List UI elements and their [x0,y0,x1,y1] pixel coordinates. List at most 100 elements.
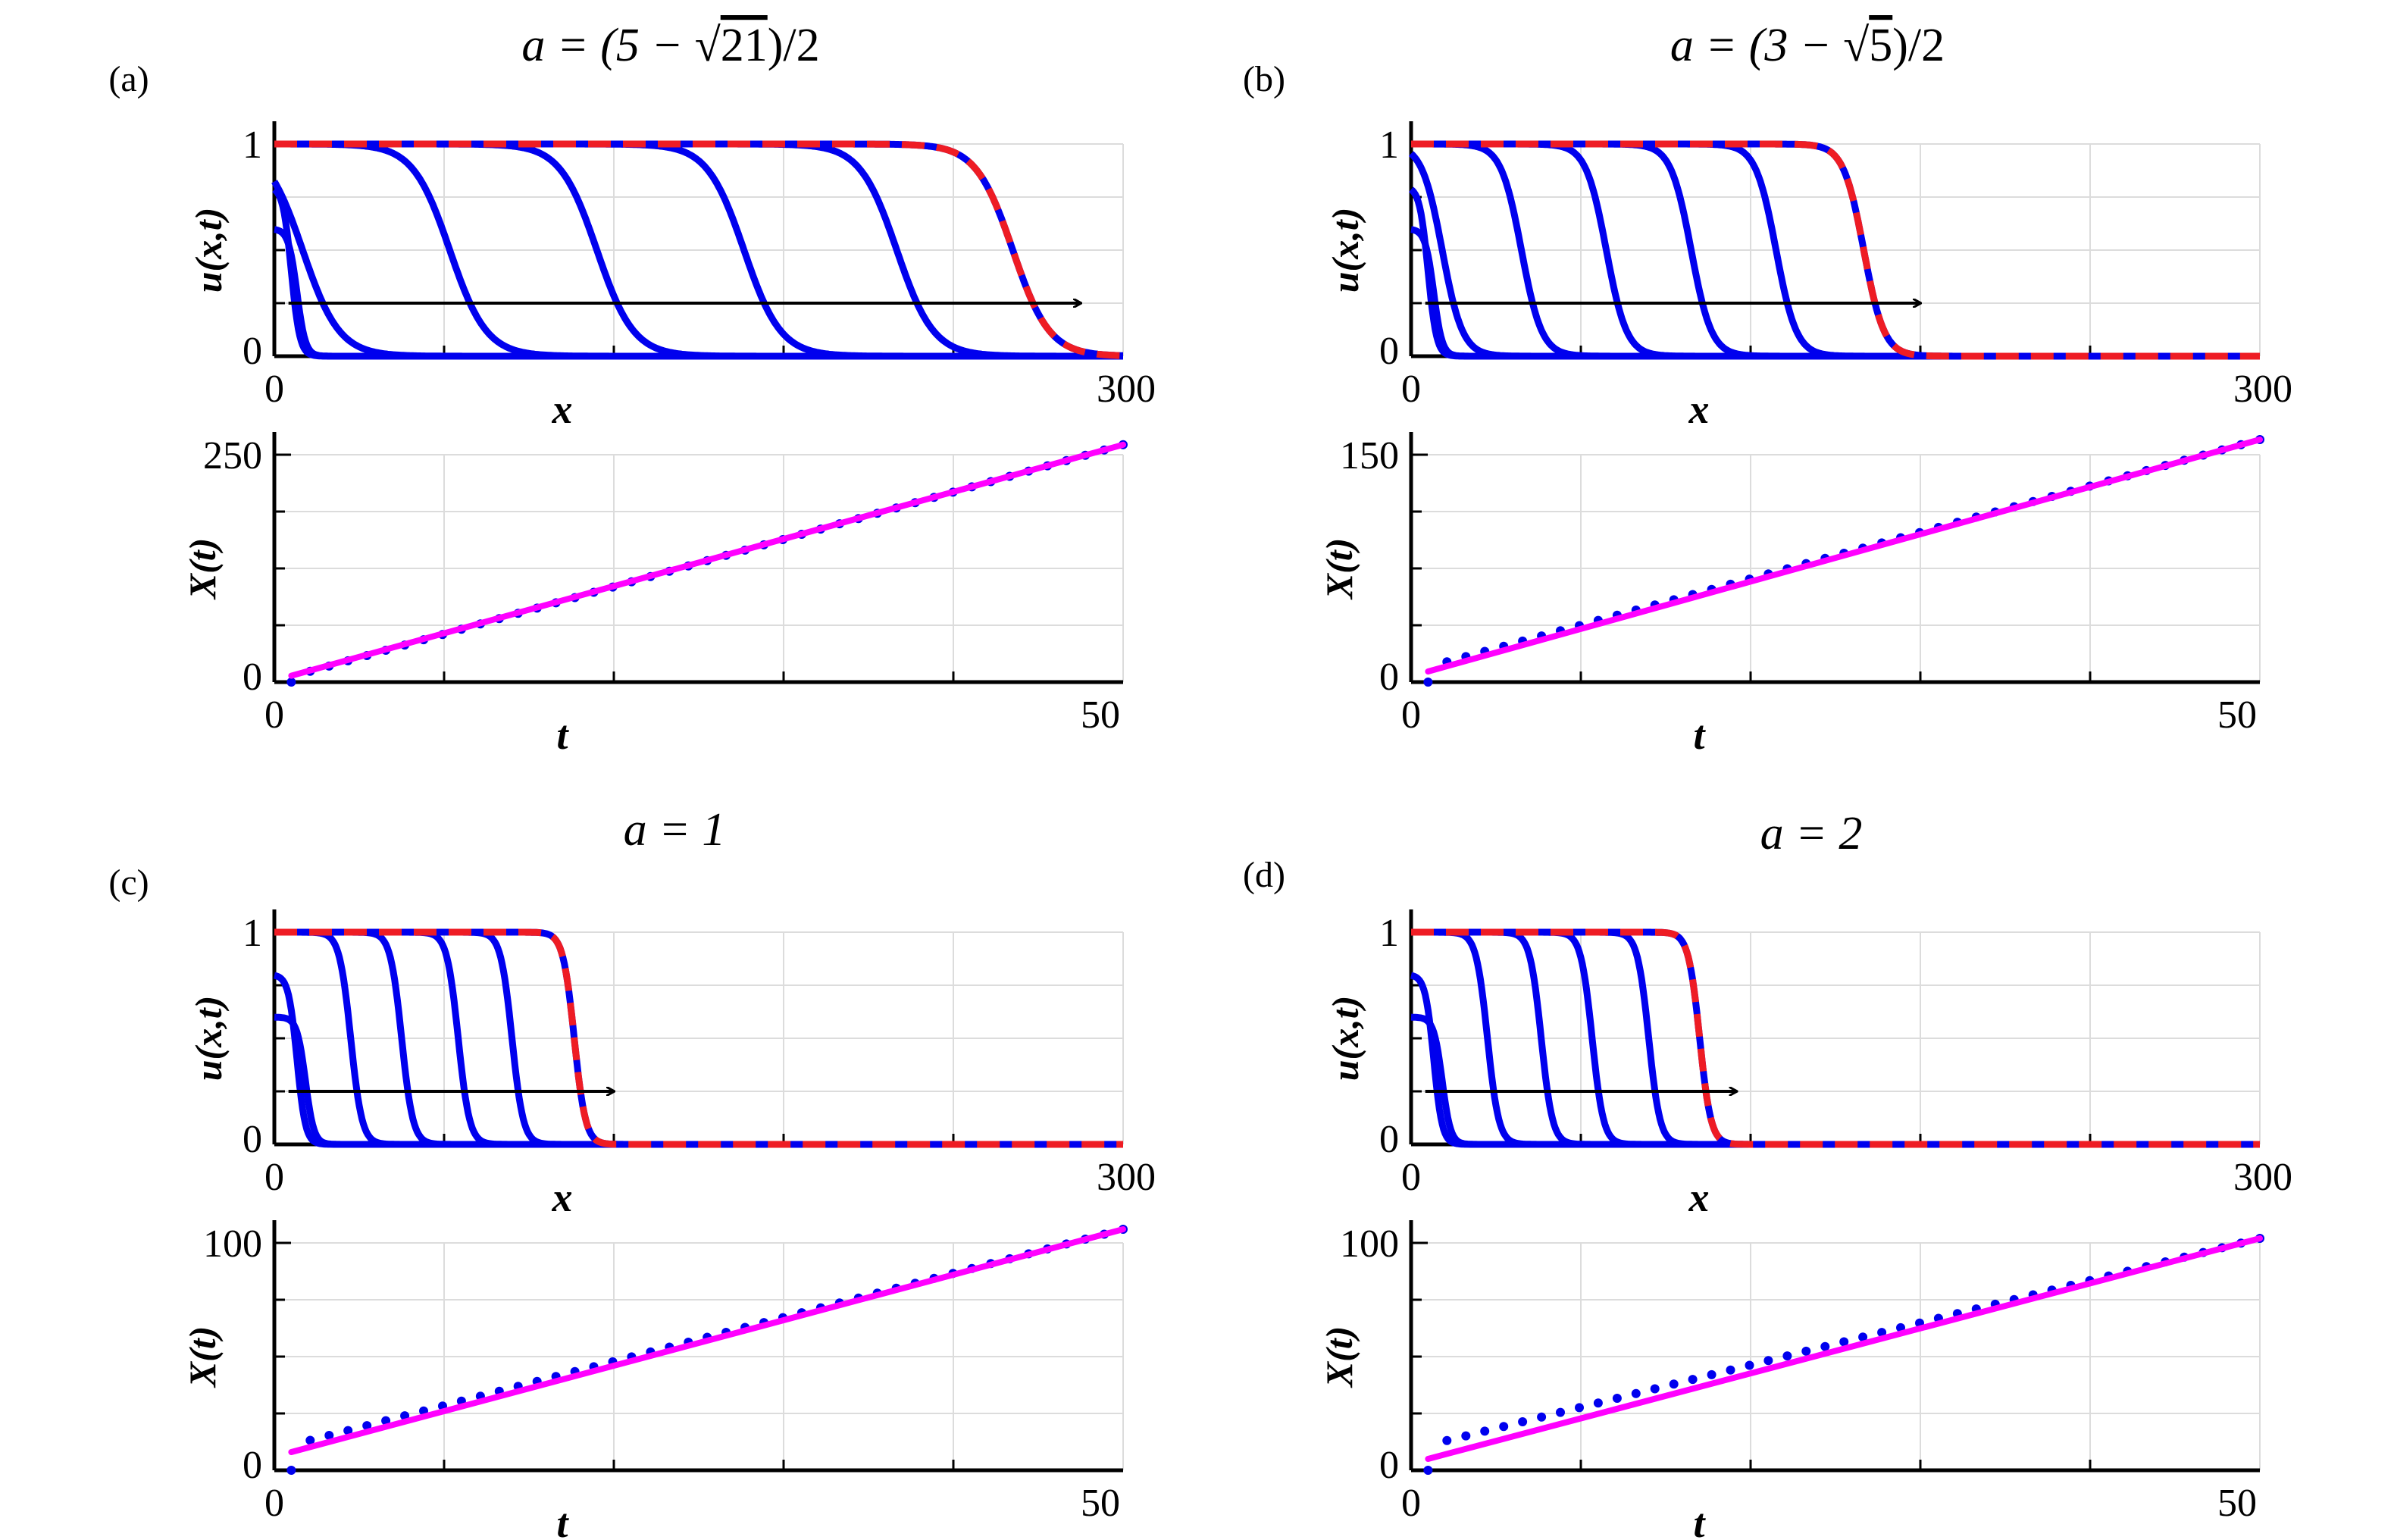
x-tick-label: 0 [1401,368,1421,411]
y-tick-label: 1 [1379,912,1399,955]
data-point [1688,1375,1698,1385]
u-final-profile-line [274,140,1123,359]
data-point [1518,1417,1528,1426]
data-point [1707,1369,1716,1379]
x-tick-label: 0 [1401,693,1421,737]
data-point [1423,678,1433,687]
y-tick-label: 0 [1379,330,1399,373]
x-axis-label: x [552,387,573,432]
data-point [286,1466,296,1475]
x-of-t-plot: 0 50 0 100 t X(t) [1318,1220,2264,1540]
x-of-t-plot: 0 50 0 150 t X(t) [1318,432,2264,758]
data-point [286,678,296,687]
y-axis-label: u(x,t) [1324,208,1366,293]
x-of-t-plot: 0 50 0 250 t X(t) [181,432,1128,758]
y-tick-label: 0 [243,330,262,373]
x-tick-label: 300 [2233,368,2292,411]
x-tick-label: 0 [1401,1482,1421,1525]
x-axis-label: t [1693,712,1706,758]
data-point [1669,1379,1679,1389]
x-tick-label: 300 [1097,1156,1156,1199]
y-tick-label: 150 [1340,434,1399,477]
data-point [1593,1398,1603,1408]
data-point [1801,1346,1811,1356]
data-point [1537,1412,1547,1422]
fit-line [288,1226,1126,1455]
title-text: a = 2 [1760,808,1863,859]
data-point [1631,1388,1641,1398]
data-point [343,1426,353,1435]
data-point [305,1435,315,1445]
x-tick-label: 50 [1081,1482,1120,1525]
y-tick-label: 0 [1379,1444,1399,1487]
u-plot: 0 300 0 1 x u(x,t) [187,121,1156,432]
x-of-t-plot: 0 50 0 100 t X(t) [181,1220,1128,1540]
fit-line [1425,1235,2263,1462]
data-point [381,1416,391,1426]
data-point [1745,1360,1754,1370]
y-tick-label: 0 [1379,656,1399,699]
data-point [1480,1426,1490,1436]
data-point [1442,1435,1452,1445]
y-tick-label: 0 [1379,1118,1399,1161]
data-point [1499,1422,1509,1432]
y-axis-label: X(t) [181,538,224,601]
y-axis-label: X(t) [181,1326,224,1389]
x-axis-label: t [556,712,569,758]
data-point [1877,1328,1887,1338]
y-axis-label: u(x,t) [187,996,230,1081]
data-point [1858,1332,1868,1342]
x-tick-label: 50 [1081,693,1120,737]
fit-line [288,441,1126,679]
u-final-profile-line [1411,140,2260,360]
panel-label: (a) [108,59,149,99]
data-point [1650,1384,1660,1394]
title-prefix: a = 2 [1760,808,1863,859]
u-final-profile-line [274,928,1123,1148]
y-tick-label: 250 [203,434,262,477]
data-point [324,1431,334,1440]
x-axis-label: t [556,1501,569,1540]
u-plot: 0 300 0 1 x u(x,t) [1324,121,2292,432]
data-point [1612,1394,1622,1403]
title-prefix: a = 1 [624,804,726,856]
title-radicand: 5 [1869,20,1892,71]
fit-line [1425,437,2263,675]
title-suffix: )/2 [768,20,820,71]
data-point [1839,1337,1849,1347]
y-tick-label: 0 [243,656,262,699]
data-point [1423,1466,1433,1475]
title-radical: √ [1843,20,1869,71]
data-point [1556,1407,1565,1417]
panel-label: (b) [1243,59,1285,99]
x-axis-label: t [1693,1501,1706,1540]
data-point [1461,1431,1471,1441]
x-tick-label: 0 [264,1482,284,1525]
panel-title: a = (3 − √5)/2 [1670,20,1945,71]
x-axis-label: x [552,1175,573,1220]
y-axis-label: u(x,t) [187,208,230,293]
title-text: a = (3 − √5)/2 [1670,20,1945,71]
data-point [1763,1356,1773,1366]
title-suffix: )/2 [1892,20,1945,71]
data-point [1575,1403,1584,1413]
y-tick-label: 1 [243,124,262,167]
panel-label: (d) [1243,855,1285,895]
y-tick-label: 1 [243,912,262,955]
title-radicand: 21 [721,20,768,71]
x-tick-label: 50 [2217,1482,2257,1525]
y-tick-label: 0 [243,1444,262,1487]
x-tick-label: 0 [1401,1156,1421,1199]
u-plot: 0 300 0 1 x u(x,t) [1324,909,2292,1220]
title-text: a = (5 − √21)/2 [521,20,819,71]
y-tick-label: 1 [1379,124,1399,167]
x-axis-label: x [1688,387,1710,432]
x-tick-label: 0 [264,693,284,737]
x-tick-label: 50 [2217,693,2257,737]
data-point [1726,1365,1735,1375]
